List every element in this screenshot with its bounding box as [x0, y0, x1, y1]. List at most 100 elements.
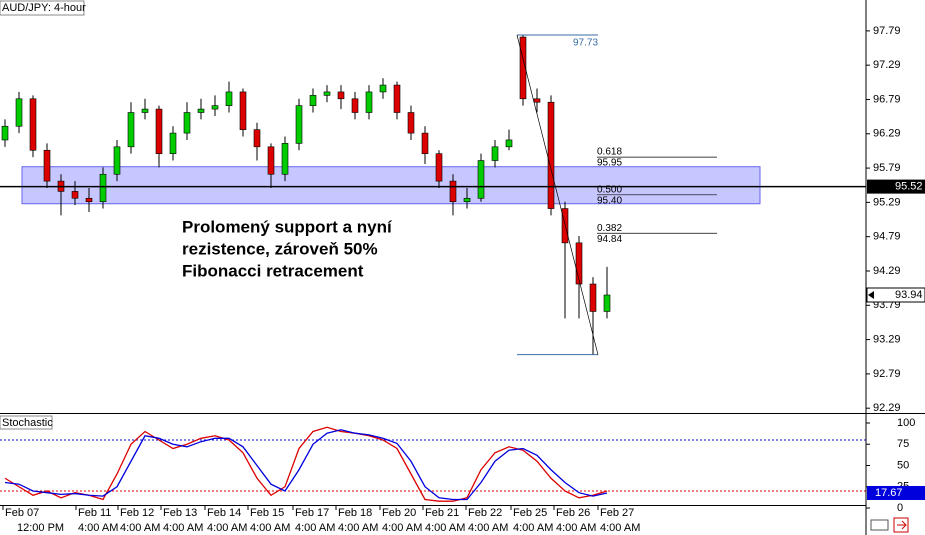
y-tick-label: 92.29 — [873, 402, 901, 414]
candle-body — [183, 112, 191, 134]
candle-body — [1, 125, 9, 141]
candle-body — [15, 98, 23, 127]
y-tick-label: 97.29 — [873, 59, 901, 71]
fib-price: 95.40 — [597, 195, 622, 206]
candle-body — [239, 91, 247, 130]
price-label: 95.52 — [895, 181, 923, 193]
candle-body — [589, 283, 597, 312]
candle-body — [141, 108, 149, 113]
candle-body — [267, 146, 275, 175]
chart-title: AUD/JPY: 4-hour — [2, 2, 86, 14]
y-tick-label: 94.29 — [873, 265, 901, 277]
candle-body — [323, 91, 331, 96]
x-tick-sublabel: 4:00 AM — [207, 522, 247, 534]
annotation: rezistence, zároveň 50% — [182, 239, 378, 258]
candle-body — [365, 91, 373, 113]
x-tick-sublabel: 4:00 AM — [600, 522, 640, 534]
candle-body — [547, 101, 555, 209]
x-tick-label: Feb 15 — [250, 507, 284, 519]
candle-body — [575, 242, 583, 285]
x-tick-label: Feb 14 — [207, 507, 241, 519]
candle-body — [211, 105, 219, 110]
stochastic-value: 17.67 — [875, 487, 903, 499]
x-tick-label: Feb 07 — [5, 507, 39, 519]
stochastic-panel — [0, 426, 866, 502]
x-tick-sublabel: 4:00 AM — [120, 522, 160, 534]
candle-body — [309, 95, 317, 106]
candle-body — [29, 98, 37, 151]
icon-arrow — [897, 520, 907, 530]
y-tick-label: 75 — [897, 438, 909, 450]
annotation: Prolomený support a nyní — [182, 217, 393, 236]
x-tick-label: Feb 17 — [295, 507, 329, 519]
candle-body — [449, 180, 457, 202]
candle-body — [393, 84, 401, 113]
y-tick-label: 94.79 — [873, 231, 901, 243]
x-tick-sublabel: 4:00 AM — [295, 522, 335, 534]
fib-ratio: 0.500 — [597, 184, 622, 195]
candle-body — [225, 91, 233, 106]
candle-body — [337, 91, 345, 100]
last-price-arrow — [868, 291, 874, 299]
candle-body — [407, 112, 415, 134]
x-tick-sublabel: 4:00 AM — [513, 522, 553, 534]
candle-body — [99, 173, 107, 202]
candle-body — [127, 112, 135, 148]
candle-body — [533, 98, 541, 103]
candle-body — [85, 197, 93, 202]
fib-ratio: 0.382 — [597, 223, 622, 234]
x-tick-label: Feb 18 — [338, 507, 372, 519]
candle-body — [113, 146, 121, 175]
y-tick-label: 50 — [897, 459, 909, 471]
candle-body — [281, 143, 289, 175]
candle-body — [491, 146, 499, 161]
candle-body — [477, 160, 485, 199]
candle-body — [463, 197, 471, 202]
title-box — [0, 0, 85, 16]
x-tick-label: Feb 20 — [382, 507, 416, 519]
stochastic-line — [4, 429, 608, 501]
y-tick-label: 95.79 — [873, 162, 901, 174]
candle-body — [71, 191, 79, 199]
x-tick-label: Feb 27 — [600, 507, 634, 519]
indicator-title: Stochastic — [2, 417, 53, 429]
fib-trend — [516, 34, 599, 355]
y-tick-label: 96.29 — [873, 128, 901, 140]
candle-body — [421, 132, 429, 154]
candle-body — [253, 129, 261, 148]
last-price-box — [866, 287, 925, 303]
y-tick-label: 100 — [897, 417, 915, 429]
candle-body — [169, 132, 177, 154]
indicator-box — [0, 415, 53, 430]
y-tick-label: 96.79 — [873, 93, 901, 105]
x-tick-label: Feb 21 — [425, 507, 459, 519]
x-tick-sublabel: 12:00 PM — [17, 522, 64, 534]
candle-body — [603, 294, 611, 312]
stochastic-box — [867, 485, 925, 500]
price-box — [867, 179, 925, 194]
x-tick-label: Feb 13 — [163, 507, 197, 519]
x-tick-sublabel: 4:00 AM — [163, 522, 203, 534]
x-tick-sublabel: 4:00 AM — [78, 522, 118, 534]
candle-body — [379, 84, 387, 93]
annotation: Fibonacci retracement — [182, 261, 364, 280]
x-tick-label: Feb 26 — [556, 507, 590, 519]
support-zone — [21, 166, 761, 205]
candle-body — [197, 108, 205, 113]
x-tick-sublabel: 4:00 AM — [556, 522, 596, 534]
x-tick-sublabel: 4:00 AM — [425, 522, 465, 534]
candle-body — [43, 149, 51, 182]
y-tick-label: 97.79 — [873, 25, 901, 37]
x-tick-sublabel: 4:00 AM — [250, 522, 290, 534]
x-tick-sublabel: 4:00 AM — [338, 522, 378, 534]
y-tick-label: 92.79 — [873, 368, 901, 380]
axes: 97.79 97.29 96.79 96.29 95.79 95.29 94.79 94.29… — [2, 25, 925, 534]
y-tick-label: 93.29 — [873, 333, 901, 345]
candle-body — [155, 108, 163, 154]
x-tick-sublabel: 4:00 AM — [468, 522, 508, 534]
icon[interactable] — [870, 519, 889, 531]
fib-high-label: 97.73 — [573, 38, 598, 49]
